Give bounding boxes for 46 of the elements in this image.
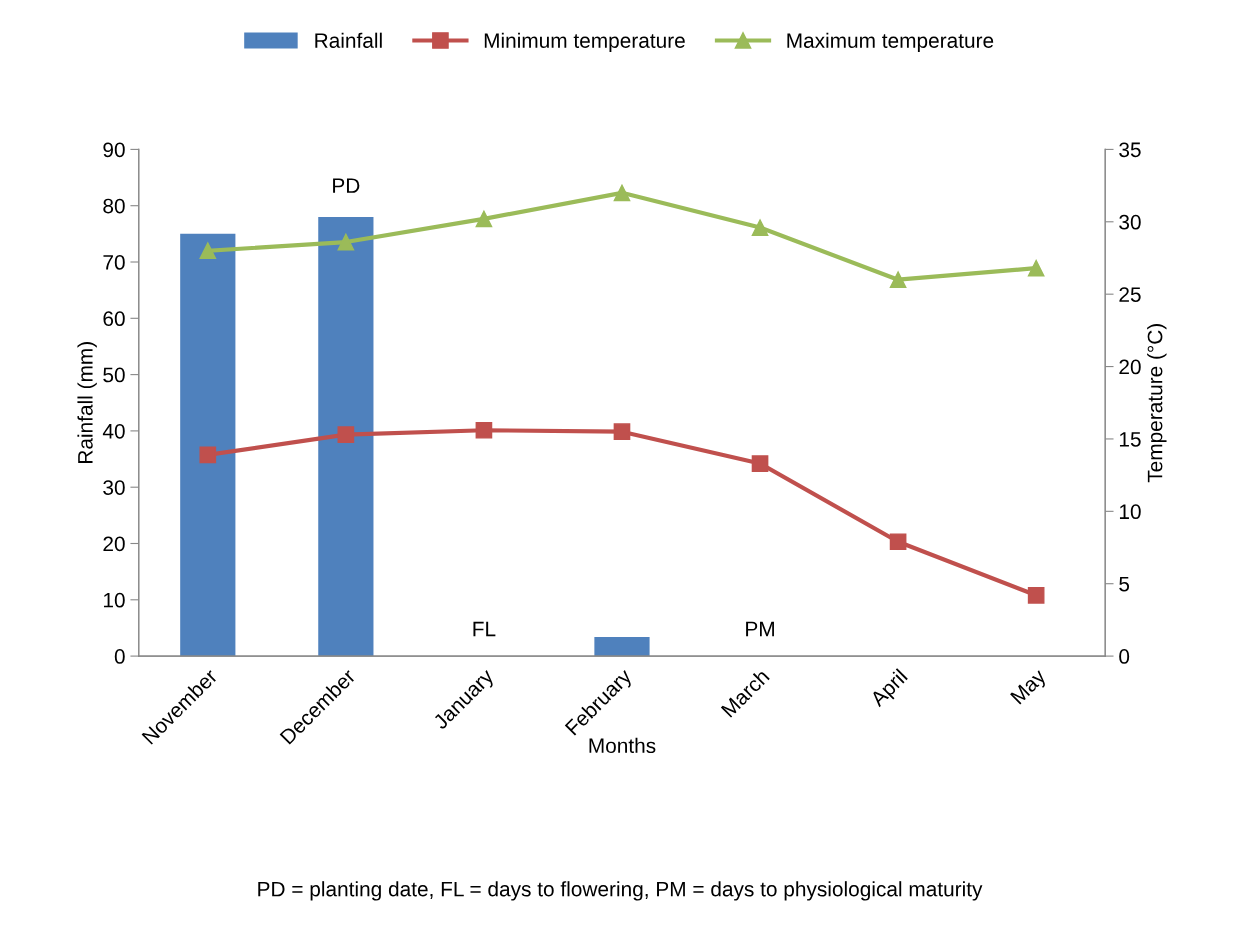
bar	[318, 216, 374, 657]
point	[751, 219, 769, 236]
legend-label: Rainfall	[315, 32, 382, 48]
point	[337, 233, 355, 251]
point	[475, 210, 493, 228]
y2-tick-label: 10	[1119, 504, 1141, 520]
point	[199, 242, 217, 260]
point	[199, 446, 217, 464]
y2-tick-label: 35	[1119, 142, 1141, 158]
legend-label: Minimum temperature	[484, 32, 685, 53]
point	[613, 184, 631, 202]
annotation: FL	[473, 621, 496, 637]
y2-tick-label: 15	[1119, 432, 1141, 447]
bar	[594, 636, 650, 657]
annotation: PM	[746, 621, 774, 637]
y-tick-label: 50	[103, 367, 125, 383]
legend-label: Maximum temperature	[787, 32, 994, 53]
y-axis-title: Rainfall (mm)	[77, 342, 97, 463]
point	[475, 421, 493, 439]
x-axis-title: Months	[589, 737, 656, 754]
annotation: PD	[333, 178, 360, 193]
point	[1027, 259, 1045, 277]
y2-tick-label: 30	[1119, 214, 1141, 230]
y2-tick-label: 5	[1119, 576, 1130, 592]
y-tick-label: 0	[114, 649, 125, 664]
bar	[180, 233, 236, 657]
y2-tick-label: 20	[1119, 359, 1141, 375]
point	[889, 271, 907, 289]
y2-axis-title: Temperature (°C)	[1147, 324, 1167, 483]
y2-tick-label: 0	[1119, 649, 1130, 664]
y-tick-label: 90	[103, 142, 125, 158]
y2-tick-label: 25	[1119, 287, 1141, 302]
y-tick-label: 30	[103, 480, 125, 495]
point	[1027, 586, 1045, 604]
y-tick-label: 10	[103, 592, 125, 608]
point	[889, 533, 907, 551]
x-tick-label: May	[1010, 667, 1050, 708]
y-tick-label: 20	[103, 536, 125, 552]
y-tick-label: 40	[102, 423, 125, 439]
y-tick-label: 70	[103, 255, 125, 270]
y-tick-label: 80	[103, 198, 125, 214]
point	[751, 455, 769, 472]
text: PD = planting date, FL = days to flowering, PM = days to physiological maturity	[258, 881, 983, 901]
point	[613, 423, 631, 441]
y-tick-label: 60	[103, 311, 125, 327]
point	[337, 426, 355, 443]
